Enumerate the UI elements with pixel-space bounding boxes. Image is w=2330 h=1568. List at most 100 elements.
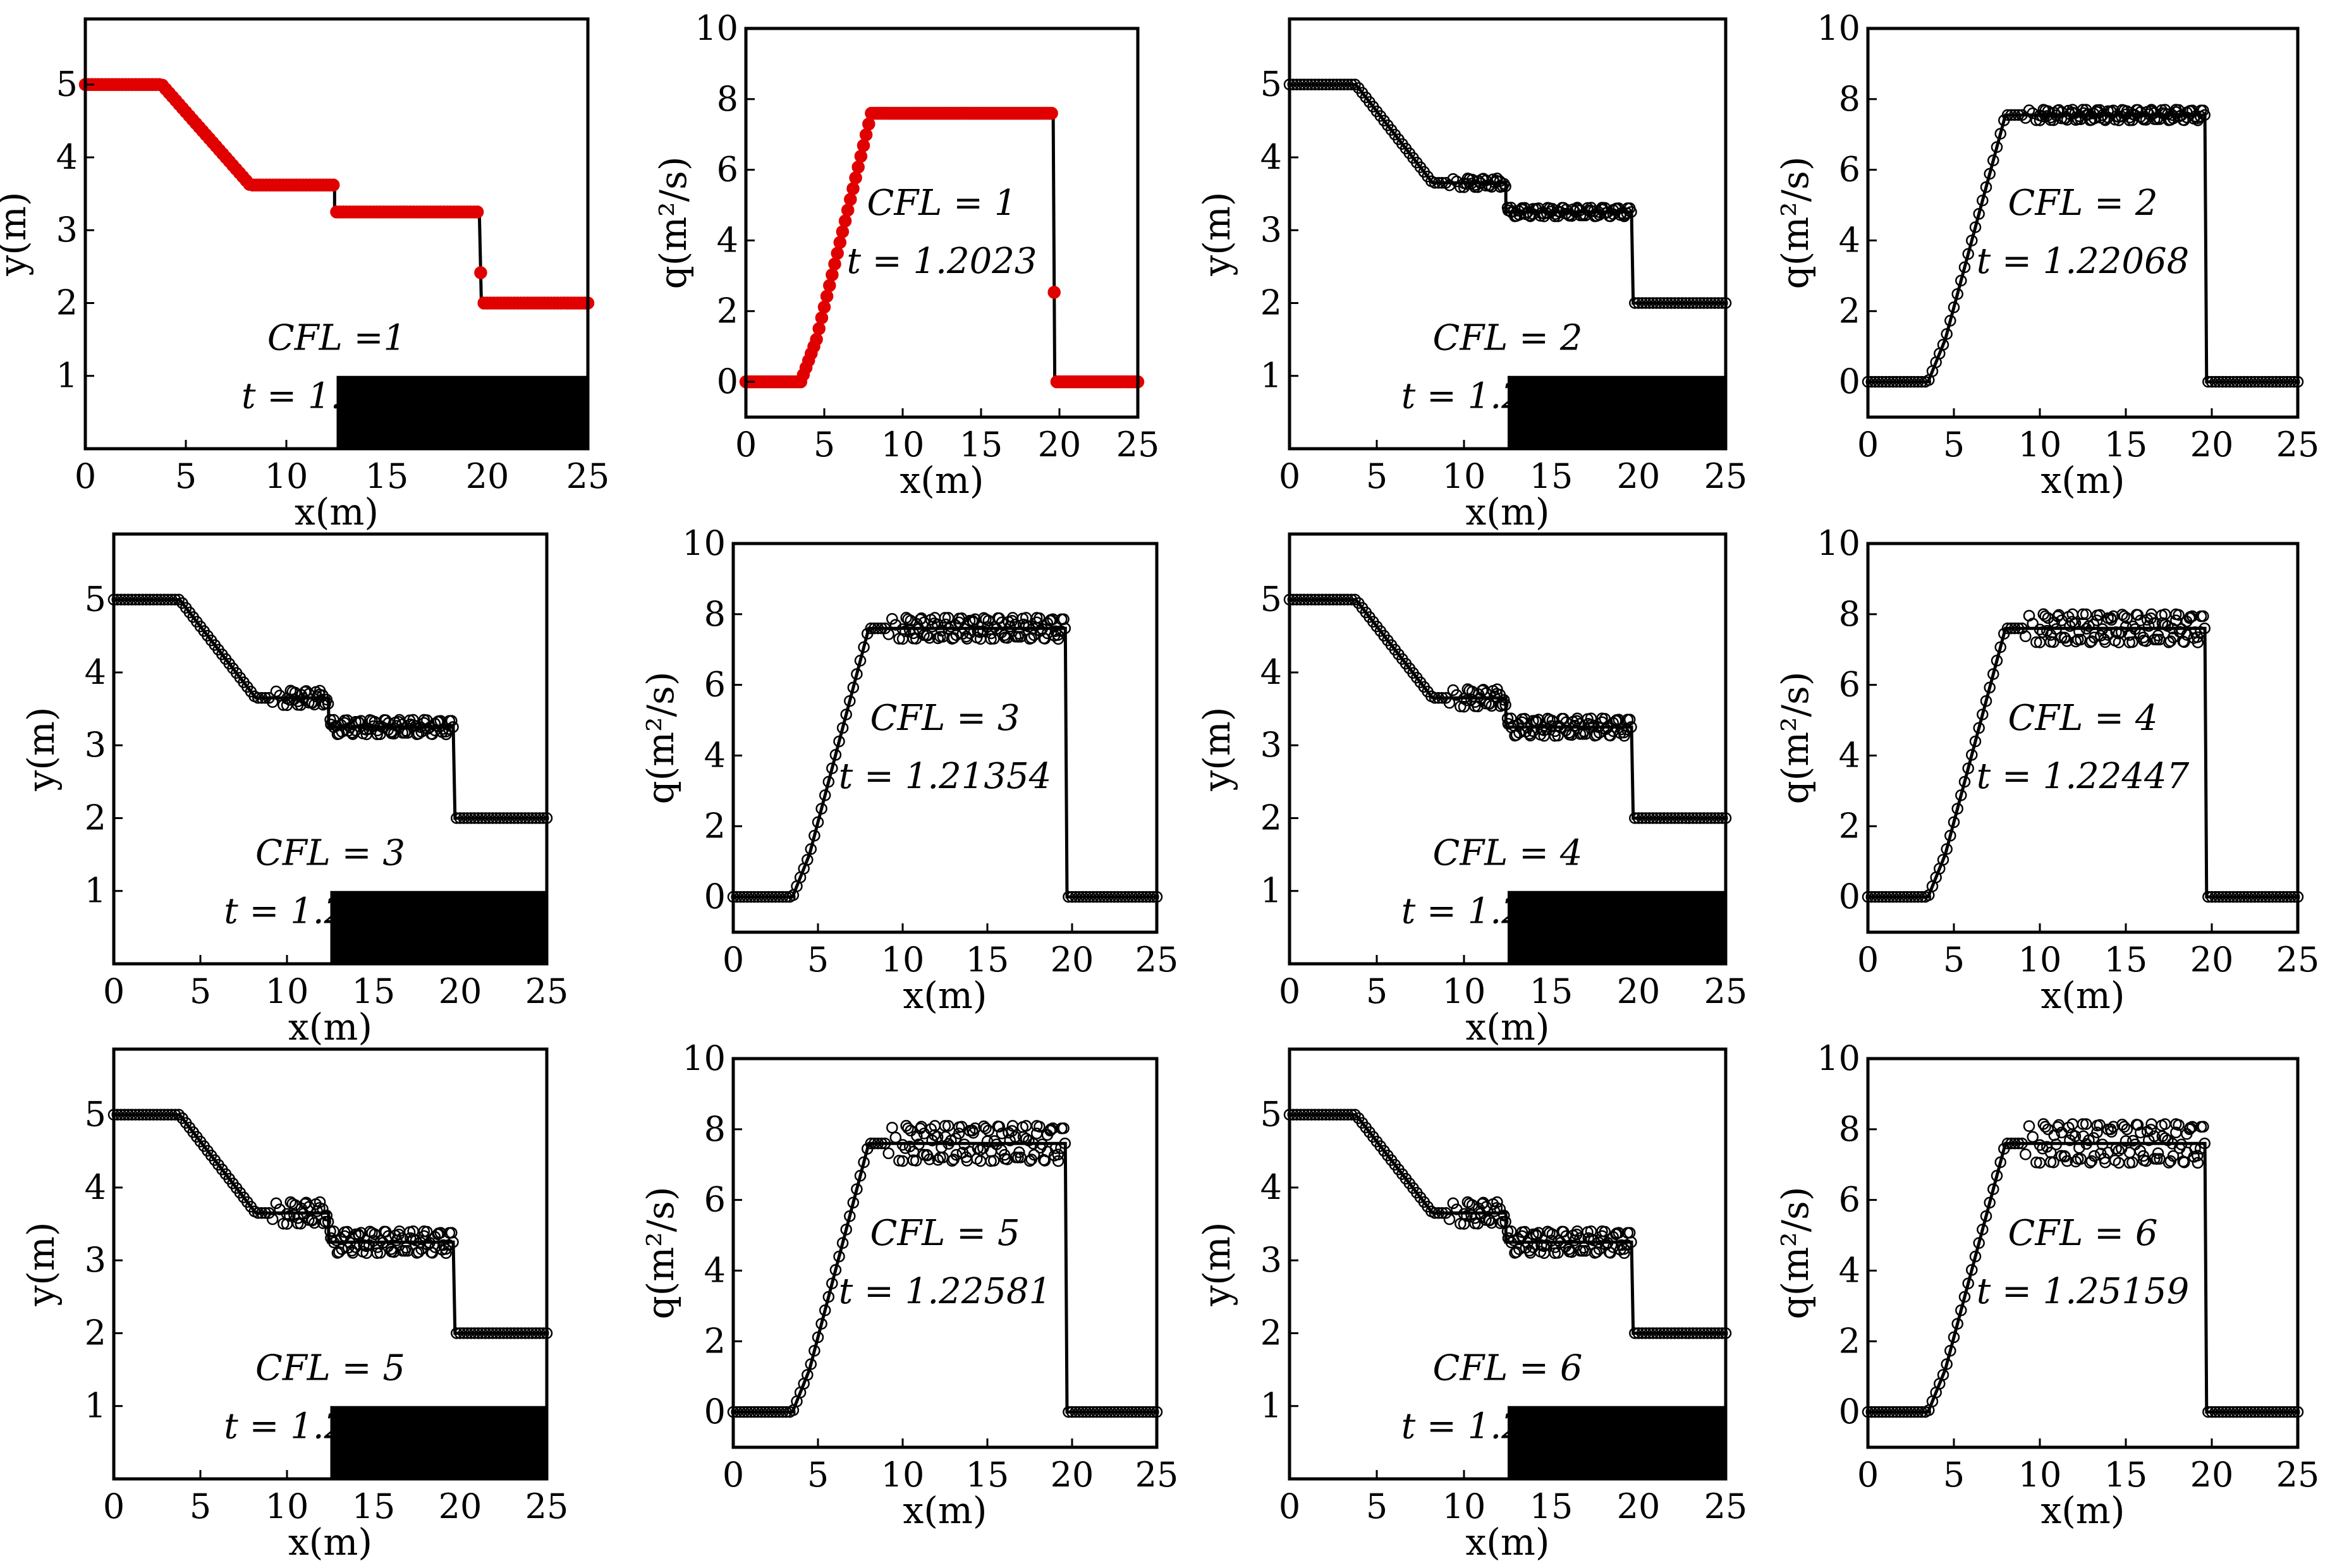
data-point — [2154, 113, 2166, 125]
data-point — [826, 268, 839, 282]
data-point — [421, 714, 433, 726]
data-point — [295, 699, 307, 711]
data-point — [2197, 1121, 2209, 1133]
plot-frame — [1288, 532, 1728, 966]
data-point — [1984, 681, 1996, 694]
numerical-markers — [727, 612, 1163, 903]
data-point — [1502, 1232, 1515, 1244]
y-tick-label: 5 — [1260, 1095, 1282, 1134]
data-point — [173, 1109, 185, 1121]
data-point — [2135, 614, 2147, 626]
data-point — [2132, 609, 2144, 621]
data-point — [266, 696, 279, 708]
data-point — [1698, 1327, 1710, 1339]
data-point — [1513, 727, 1525, 739]
y-axis-label: y(m) — [1195, 1222, 1238, 1306]
data-point — [1705, 812, 1717, 824]
data-point — [1607, 1241, 1619, 1253]
y-tick-label: 10 — [682, 523, 726, 563]
cfl-annotation: CFL = 2 — [2008, 183, 2157, 224]
data-point — [434, 715, 447, 727]
data-point — [2154, 633, 2166, 646]
data-point — [931, 618, 944, 631]
data-point — [2154, 1153, 2166, 1165]
data-point — [2077, 107, 2090, 119]
data-point — [322, 1215, 334, 1228]
y-tick-label: 10 — [695, 8, 738, 48]
data-point — [1518, 1225, 1531, 1238]
y-tick-label: 8 — [1839, 594, 1860, 634]
data-point — [929, 1120, 941, 1132]
x-tick-label: 10 — [265, 971, 309, 1011]
data-point — [854, 1170, 867, 1182]
data-point — [2061, 1155, 2073, 1167]
y-axis-label: q(m²/s) — [639, 672, 682, 805]
reference-line — [85, 83, 588, 305]
data-point — [1958, 1291, 1971, 1303]
data-point — [1466, 686, 1479, 698]
data-point — [1312, 1109, 1325, 1121]
data-point — [1690, 297, 1703, 309]
data-point — [2030, 1157, 2042, 1169]
x-tick-label: 0 — [1857, 940, 1879, 980]
y-axis-label: q(m²/s) — [1774, 672, 1817, 805]
data-point — [2113, 1145, 2125, 1157]
data-point — [1345, 1109, 1358, 1121]
data-point — [882, 628, 894, 640]
data-point — [1477, 683, 1489, 696]
data-point — [838, 214, 852, 228]
y-tick-label: 8 — [704, 1109, 726, 1149]
data-point — [1443, 696, 1456, 709]
y-tick-label: 8 — [717, 79, 738, 119]
cfl-annotation: CFL = 3 — [870, 698, 1020, 739]
data-point — [819, 1304, 831, 1316]
data-point — [1994, 128, 2006, 140]
data-point — [2047, 636, 2059, 648]
data-point — [1455, 1217, 1467, 1230]
data-point — [2104, 612, 2117, 624]
data-point — [802, 1369, 814, 1381]
data-point — [1683, 812, 1695, 824]
y-tick-label: 2 — [704, 1321, 726, 1361]
data-point — [259, 1207, 272, 1219]
data-point — [1023, 1134, 1035, 1146]
data-point — [1432, 692, 1445, 704]
data-point — [2044, 111, 2057, 124]
data-point — [1962, 1277, 1974, 1289]
data-point — [1941, 1358, 1953, 1370]
cfl-annotation: CFL = 6 — [2008, 1213, 2157, 1254]
data-point — [1025, 632, 1037, 644]
y-tick-label: 6 — [1839, 150, 1860, 190]
data-point — [1006, 612, 1019, 624]
data-point — [953, 1127, 965, 1140]
y-tick-label: 1 — [1260, 1386, 1282, 1426]
data-point — [1009, 618, 1022, 631]
y-axis-label: q(m²/s) — [639, 1187, 682, 1320]
data-point — [1951, 1318, 1963, 1330]
data-point — [859, 128, 873, 142]
data-point — [836, 225, 850, 238]
data-point — [2050, 1138, 2063, 1151]
data-point — [344, 721, 357, 734]
data-point — [1654, 297, 1666, 309]
data-point — [2052, 609, 2065, 621]
data-point — [967, 1124, 979, 1137]
data-point — [2121, 612, 2133, 624]
y-tick-label: 4 — [704, 1250, 726, 1290]
data-point — [915, 1121, 927, 1133]
data-point — [387, 727, 400, 740]
data-point — [346, 1247, 359, 1259]
data-point — [1312, 78, 1325, 90]
data-point — [1604, 1247, 1616, 1259]
data-point — [896, 1155, 909, 1167]
data-point — [1698, 812, 1710, 824]
data-point — [1969, 221, 1982, 233]
x-tick-label: 15 — [2104, 1455, 2148, 1495]
data-point — [1535, 723, 1547, 736]
y-tick-label: 4 — [704, 735, 726, 775]
data-point — [1505, 712, 1517, 724]
x-tick-label: 20 — [1617, 456, 1661, 496]
data-point — [872, 622, 884, 635]
